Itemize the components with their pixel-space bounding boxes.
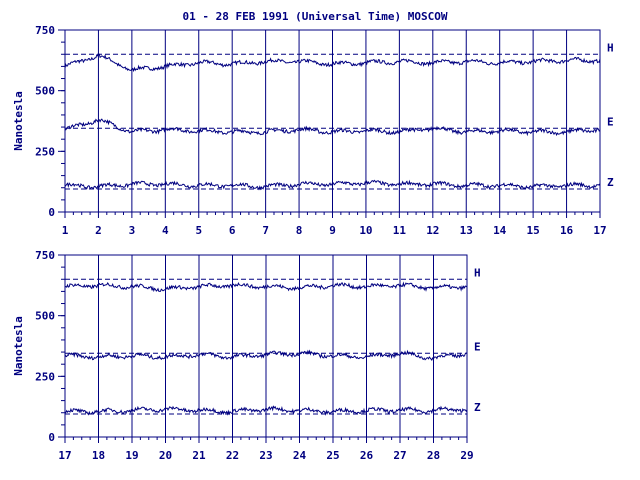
- x-tick-label: 9: [329, 224, 336, 237]
- y-tick-label: 0: [48, 431, 55, 444]
- y-tick-label: 500: [35, 85, 55, 98]
- x-tick-label: 3: [129, 224, 136, 237]
- series-label-e: E: [607, 115, 614, 128]
- x-tick-label: 21: [192, 449, 206, 462]
- series-e-trace: [64, 349, 468, 361]
- series-e-trace: [64, 118, 601, 137]
- x-tick-label: 8: [296, 224, 303, 237]
- series-label-e: E: [474, 340, 481, 353]
- x-tick-label: 4: [162, 224, 169, 237]
- x-tick-label: 6: [229, 224, 236, 237]
- x-tick-label: 14: [493, 224, 507, 237]
- x-tick-label: 11: [393, 224, 407, 237]
- series-label-z: Z: [607, 176, 614, 189]
- x-tick-label: 5: [195, 224, 202, 237]
- x-tick-label: 23: [259, 449, 272, 462]
- x-tick-label: 1: [62, 224, 69, 237]
- x-tick-label: 24: [293, 449, 307, 462]
- x-tick-label: 12: [426, 224, 439, 237]
- series-h-trace: [64, 53, 601, 73]
- series-z-trace: [64, 179, 601, 191]
- x-tick-label: 16: [560, 224, 574, 237]
- x-tick-label: 7: [262, 224, 269, 237]
- series-label-h: H: [607, 41, 614, 54]
- series-z-trace: [64, 405, 468, 416]
- y-tick-label: 750: [35, 24, 55, 37]
- panel-2: 17 18 19 20 21 22 23 24 25 26 27 28 29 0 250 500 750 Nano…: [12, 249, 481, 462]
- x-tick-label: 29: [460, 449, 473, 462]
- y-tick-label: 0: [48, 206, 55, 219]
- x-tick-label: 2: [95, 224, 102, 237]
- y-axis-label: Nanotesla: [12, 91, 25, 151]
- x-tick-label: 19: [125, 449, 138, 462]
- series-label-h: H: [474, 266, 481, 279]
- panel-1: 1 2 3 4 5 6 7 8 9 10 11 12 13 14 15 16 170250500750Nanot…: [12, 24, 614, 237]
- y-tick-label: 250: [35, 370, 55, 383]
- chart-title: 01 - 28 FEB 1991 (Universal Time) MOSCOW: [183, 10, 448, 23]
- x-tick-label: 13: [460, 224, 473, 237]
- x-tick-label: 15: [527, 224, 540, 237]
- series-label-z: Z: [474, 401, 481, 414]
- x-tick-label: 17: [593, 224, 606, 237]
- series-h-trace: [64, 281, 468, 293]
- x-tick-label: 10: [359, 224, 372, 237]
- x-tick-label: 17: [58, 449, 71, 462]
- y-tick-label: 500: [35, 310, 55, 323]
- x-tick-label: 22: [226, 449, 239, 462]
- x-tick-label: 26: [360, 449, 374, 462]
- x-tick-label: 28: [427, 449, 440, 462]
- y-tick-label: 750: [35, 249, 55, 262]
- x-tick-label: 25: [326, 449, 339, 462]
- x-tick-label: 27: [393, 449, 406, 462]
- y-axis-label: Nanotesla: [12, 316, 25, 376]
- y-tick-label: 250: [35, 145, 55, 158]
- x-tick-label: 18: [92, 449, 105, 462]
- x-tick-label: 20: [159, 449, 172, 462]
